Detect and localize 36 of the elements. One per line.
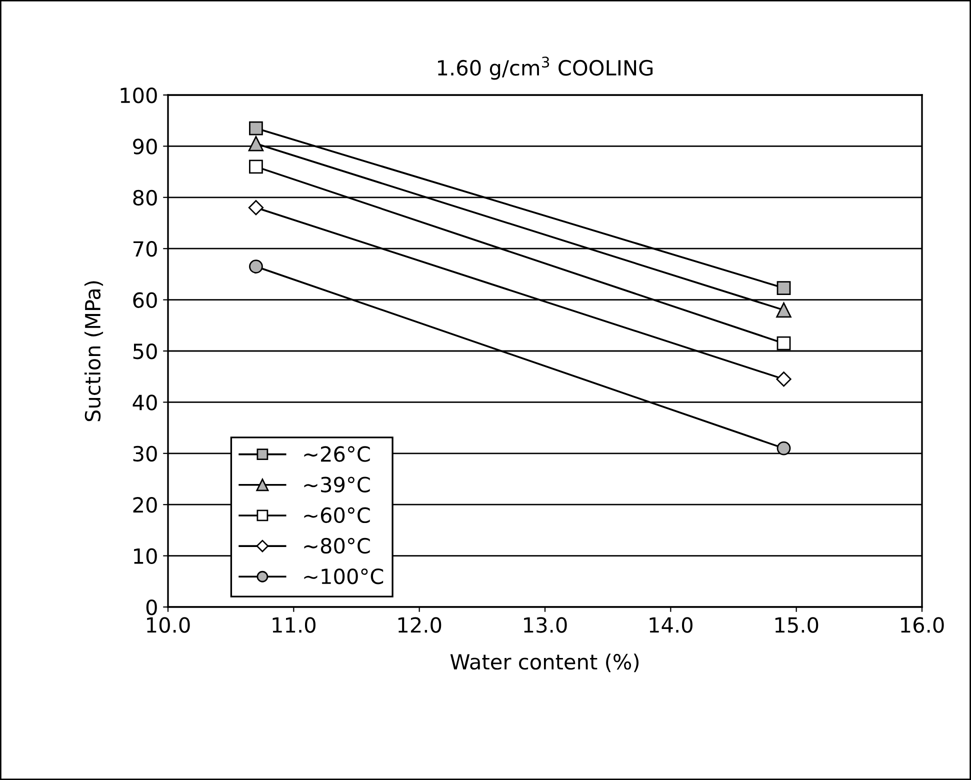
y-tick-label: 60 bbox=[133, 292, 157, 308]
x-tick-label: 14.0 bbox=[650, 617, 692, 633]
point bbox=[248, 136, 264, 152]
y-tick-label: 90 bbox=[133, 138, 157, 154]
y-tick-label: 40 bbox=[132, 394, 157, 410]
x-tick-label: 13.0 bbox=[524, 617, 567, 633]
legend-label: ~80°C bbox=[304, 538, 370, 554]
legend-label: ~60°C bbox=[304, 507, 370, 524]
x-tick-label: 11.0 bbox=[272, 617, 316, 633]
y-tick-label: 20 bbox=[133, 497, 157, 513]
y-tick-label: 100 bbox=[120, 87, 157, 104]
point bbox=[249, 160, 263, 174]
point bbox=[249, 260, 263, 274]
x-tick-label: 10.0 bbox=[147, 617, 190, 633]
point bbox=[248, 200, 264, 216]
point bbox=[776, 281, 791, 295]
x-tick-label: 15.0 bbox=[775, 617, 818, 633]
point bbox=[776, 336, 791, 350]
legend-label: ~100°C bbox=[304, 568, 384, 584]
y-tick-label: 50 bbox=[133, 343, 157, 360]
point bbox=[249, 121, 263, 136]
x-axis-title: Water content (%) bbox=[450, 654, 639, 672]
legend-label: ~39°C bbox=[304, 476, 370, 492]
point bbox=[776, 302, 792, 318]
point bbox=[776, 441, 791, 456]
x-tick-label: 16.0 bbox=[901, 617, 944, 633]
y-tick-label: 0 bbox=[146, 599, 157, 616]
y-axis-title: Suction (MPa) bbox=[84, 281, 104, 422]
y-tick-label: 80 bbox=[133, 190, 157, 206]
point bbox=[776, 372, 792, 387]
chart-title: 1.60 g/cm$^{3}$ COOLING bbox=[438, 56, 653, 80]
x-tick-label: 12.0 bbox=[398, 617, 442, 633]
y-tick-label: 70 bbox=[133, 241, 157, 257]
y-tick-label: 10 bbox=[134, 548, 157, 564]
legend-label: ~26°C bbox=[304, 446, 370, 462]
y-tick-label: 30 bbox=[133, 446, 157, 462]
